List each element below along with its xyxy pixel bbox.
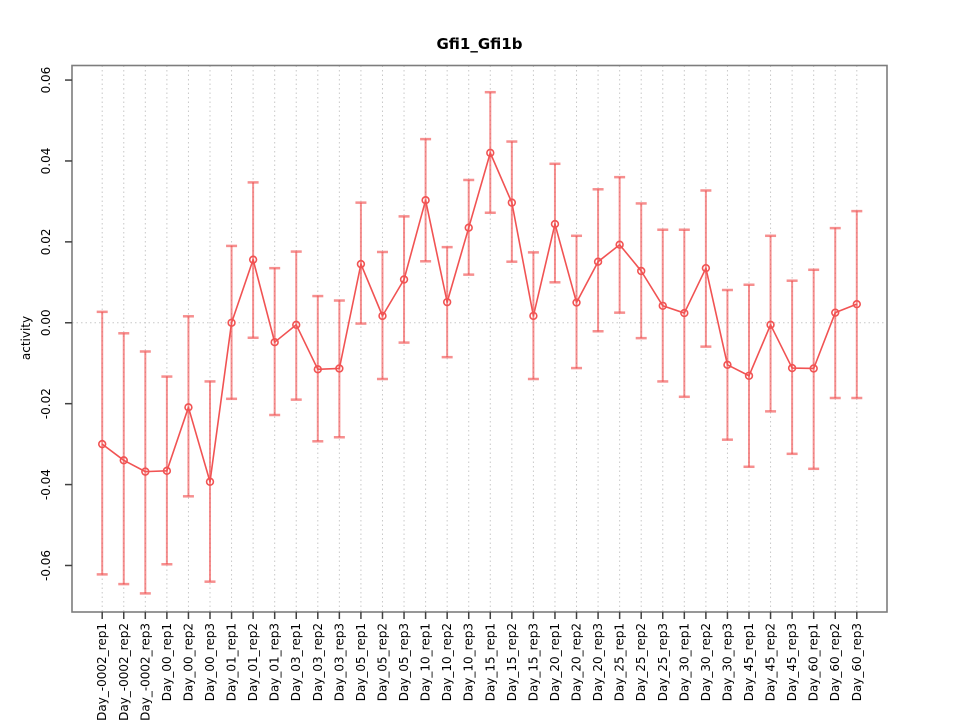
data-point-marker xyxy=(141,467,150,476)
y-tick-label: -0.06 xyxy=(39,550,53,581)
x-tick-label: Day_10_rep2 xyxy=(440,623,454,701)
x-tick-label: Day_10_rep3 xyxy=(462,623,476,701)
x-tick-label: Day_20_rep1 xyxy=(548,623,562,701)
data-point-marker xyxy=(852,299,861,309)
x-tick-label: Day_15_rep1 xyxy=(483,623,497,701)
x-tick-label: Day_10_rep1 xyxy=(419,623,433,701)
data-point-marker xyxy=(593,257,603,266)
data-point-marker xyxy=(162,466,172,476)
x-tick-label: Day_03_rep2 xyxy=(311,623,325,701)
x-tick-label: Day_01_rep1 xyxy=(225,623,239,701)
data-point-marker xyxy=(831,308,840,317)
plot-border xyxy=(71,64,888,613)
x-tick-label: Day_45_rep3 xyxy=(785,623,799,701)
x-tick-label: Day_00_rep1 xyxy=(160,623,174,701)
x-tick-label: Day_20_rep3 xyxy=(591,623,605,701)
y-tick-label: 0.06 xyxy=(39,67,53,94)
data-point-marker xyxy=(356,259,366,269)
x-tick-label: Day_30_rep1 xyxy=(677,623,691,701)
data-point-marker xyxy=(248,255,258,264)
data-point-marker xyxy=(572,298,581,307)
data-point-marker xyxy=(809,364,818,373)
data-point-marker xyxy=(615,240,624,249)
x-tick-label: Day_60_rep2 xyxy=(828,623,842,701)
data-point-marker xyxy=(636,266,646,276)
x-tick-label: Day_01_rep3 xyxy=(268,623,282,701)
data-point-marker xyxy=(119,456,128,465)
y-tick-label: -0.04 xyxy=(39,469,53,500)
y-tick-label: 0.00 xyxy=(39,309,53,336)
data-point-marker xyxy=(701,263,711,273)
data-point-marker xyxy=(399,275,409,284)
x-tick-label: Day_25_rep3 xyxy=(656,623,670,701)
data-point-marker xyxy=(658,301,667,310)
data-point-marker xyxy=(442,297,452,307)
x-tick-label: Day_45_rep1 xyxy=(742,623,756,701)
data-point-marker xyxy=(744,371,754,380)
data-point-marker xyxy=(378,311,387,321)
data-point-marker xyxy=(766,320,775,329)
x-tick-label: Day_15_rep2 xyxy=(505,623,519,701)
x-tick-label: Day_60_rep3 xyxy=(850,623,864,701)
x-tick-label: Day_-0002_rep1 xyxy=(95,623,109,720)
data-point-marker xyxy=(292,320,301,329)
data-point-marker xyxy=(680,308,689,318)
y-tick-label: -0.02 xyxy=(39,388,53,419)
x-tick-label: Day_05_rep1 xyxy=(354,623,368,701)
chart-title: Gfi1_Gfi1b xyxy=(437,35,523,53)
x-tick-label: Day_25_rep1 xyxy=(613,623,627,701)
x-tick-label: Day_05_rep2 xyxy=(375,623,389,701)
data-point-marker xyxy=(486,148,495,158)
x-tick-label: Day_05_rep3 xyxy=(397,623,411,701)
data-point-marker xyxy=(723,360,732,370)
x-tick-label: Day_30_rep3 xyxy=(720,623,734,701)
series-line xyxy=(101,152,858,483)
data-point-marker xyxy=(507,198,517,207)
data-point-marker xyxy=(464,223,473,232)
y-tick-label: 0.02 xyxy=(39,229,53,256)
data-point-marker xyxy=(529,311,538,321)
data-point-marker xyxy=(550,219,560,229)
x-tick-label: Day_20_rep2 xyxy=(570,623,584,701)
x-tick-label: Day_03_rep1 xyxy=(289,623,303,701)
x-tick-label: Day_25_rep2 xyxy=(634,623,648,701)
x-tick-label: Day_-0002_rep2 xyxy=(117,623,131,720)
data-point-marker xyxy=(421,196,430,205)
x-tick-label: Day_-0002_rep3 xyxy=(138,623,152,720)
x-tick-label: Day_00_rep2 xyxy=(181,623,195,701)
x-tick-label: Day_03_rep3 xyxy=(332,623,346,701)
y-tick-label: 0.04 xyxy=(39,148,53,175)
x-tick-label: Day_30_rep2 xyxy=(699,623,713,701)
data-point-marker xyxy=(205,477,215,486)
data-point-marker xyxy=(184,403,193,412)
x-tick-label: Day_01_rep2 xyxy=(246,623,260,701)
data-point-marker xyxy=(787,363,797,373)
data-point-marker xyxy=(97,439,107,449)
x-tick-label: Day_60_rep1 xyxy=(807,623,821,701)
data-point-marker xyxy=(270,337,279,347)
data-point-marker xyxy=(313,365,322,374)
x-tick-label: Day_15_rep3 xyxy=(526,623,540,701)
data-point-marker xyxy=(335,364,344,373)
data-point-marker xyxy=(227,318,236,327)
x-tick-label: Day_00_rep3 xyxy=(203,623,217,701)
y-axis-label: activity xyxy=(19,316,33,360)
x-tick-label: Day_45_rep2 xyxy=(764,623,778,701)
